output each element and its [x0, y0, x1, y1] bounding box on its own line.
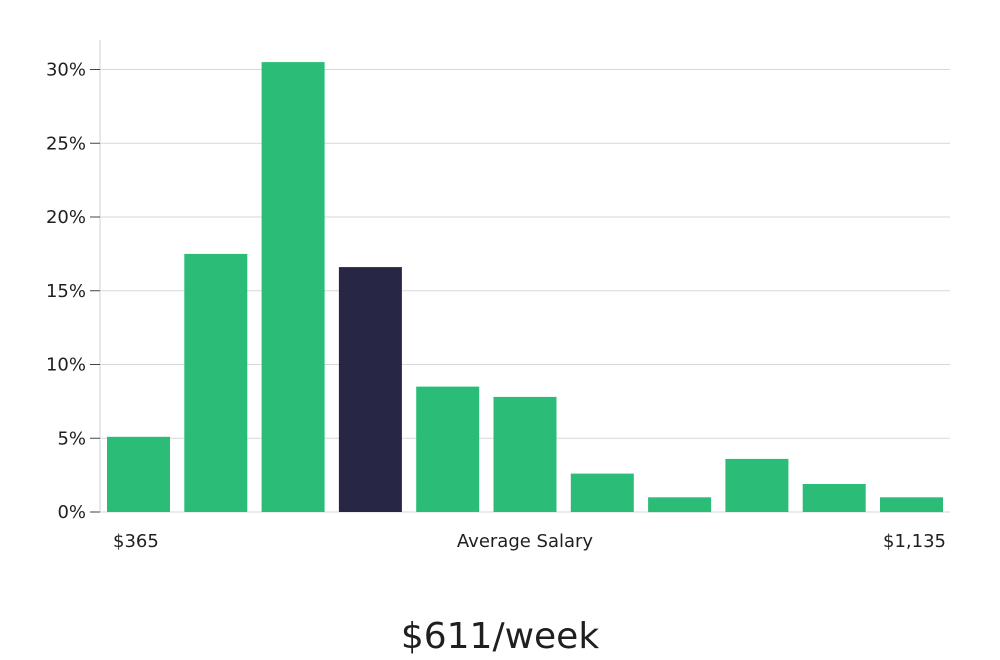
histogram-bar: [880, 497, 943, 513]
axis-layer: 0% 5% 10% 15% 20% 25% 30%: [46, 40, 101, 523]
y-tick-label: 5%: [57, 428, 86, 449]
histogram-bar: [416, 386, 480, 512]
histogram-bar: [570, 473, 634, 512]
highlight-bar: [338, 267, 402, 512]
histogram-bar: [802, 484, 866, 512]
y-tick-label: 0%: [57, 502, 86, 523]
y-tick-label: 15%: [46, 281, 86, 302]
histogram-bar: [184, 253, 248, 512]
histogram-bar: [261, 62, 325, 512]
histogram-bar: [107, 436, 170, 512]
histogram-bar: [493, 396, 557, 512]
average-salary-value: $611/week: [401, 616, 599, 657]
y-tick-label: 20%: [46, 207, 86, 228]
bars-layer: [107, 62, 943, 513]
x-axis-min-label: $365: [113, 531, 159, 552]
y-tick-label: 30%: [46, 60, 86, 81]
x-axis-title: Average Salary: [457, 531, 594, 552]
y-tick-label: 10%: [46, 355, 86, 376]
histogram-bar: [648, 497, 712, 513]
histogram-bar: [725, 458, 789, 512]
y-tick-label: 25%: [46, 133, 86, 154]
x-axis-max-label: $1,135: [883, 531, 946, 552]
